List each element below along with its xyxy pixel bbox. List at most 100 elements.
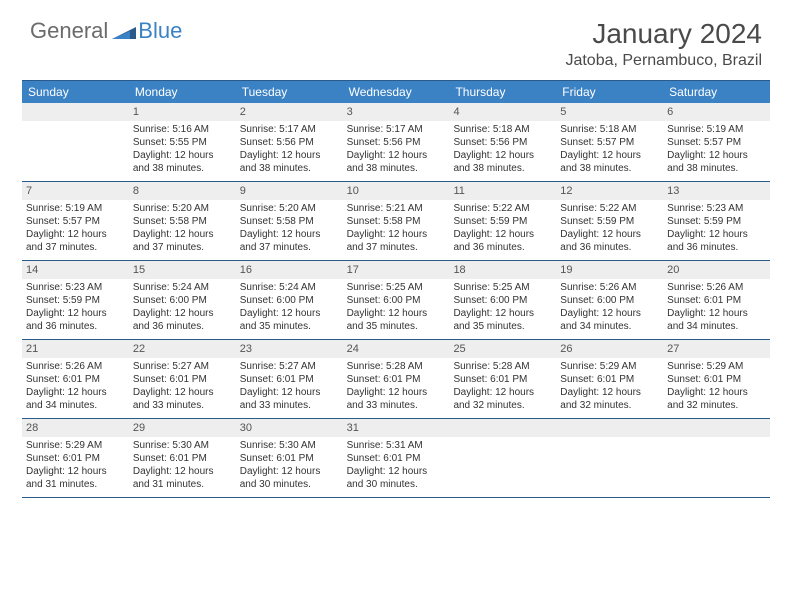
day-cell: 21Sunrise: 5:26 AMSunset: 6:01 PMDayligh… (22, 340, 129, 418)
day-number: . (22, 103, 129, 121)
daylight-text: Daylight: 12 hours and 35 minutes. (240, 307, 339, 333)
day-number: 8 (129, 182, 236, 200)
day-number: 28 (22, 419, 129, 437)
day-header-row: SundayMondayTuesdayWednesdayThursdayFrid… (22, 81, 770, 103)
day-number: 14 (22, 261, 129, 279)
sunrise-text: Sunrise: 5:17 AM (240, 123, 339, 136)
day-number: 13 (663, 182, 770, 200)
daylight-text: Daylight: 12 hours and 38 minutes. (240, 149, 339, 175)
sunrise-text: Sunrise: 5:16 AM (133, 123, 232, 136)
day-cell: 14Sunrise: 5:23 AMSunset: 5:59 PMDayligh… (22, 261, 129, 339)
day-number: 29 (129, 419, 236, 437)
sunrise-text: Sunrise: 5:29 AM (560, 360, 659, 373)
day-content: Sunrise: 5:24 AMSunset: 6:00 PMDaylight:… (236, 279, 343, 337)
day-cell: 15Sunrise: 5:24 AMSunset: 6:00 PMDayligh… (129, 261, 236, 339)
day-number: 25 (449, 340, 556, 358)
sunset-text: Sunset: 6:00 PM (453, 294, 552, 307)
day-header: Friday (556, 81, 663, 103)
daylight-text: Daylight: 12 hours and 31 minutes. (133, 465, 232, 491)
sunrise-text: Sunrise: 5:28 AM (347, 360, 446, 373)
title-block: January 2024 Jatoba, Pernambuco, Brazil (565, 18, 762, 70)
day-content: Sunrise: 5:21 AMSunset: 5:58 PMDaylight:… (343, 200, 450, 258)
week-row: 7Sunrise: 5:19 AMSunset: 5:57 PMDaylight… (22, 182, 770, 261)
day-cell: . (663, 419, 770, 497)
header: General Blue January 2024 Jatoba, Pernam… (0, 0, 792, 74)
sunset-text: Sunset: 6:00 PM (347, 294, 446, 307)
daylight-text: Daylight: 12 hours and 36 minutes. (667, 228, 766, 254)
daylight-text: Daylight: 12 hours and 36 minutes. (133, 307, 232, 333)
daylight-text: Daylight: 12 hours and 30 minutes. (347, 465, 446, 491)
day-cell: 26Sunrise: 5:29 AMSunset: 6:01 PMDayligh… (556, 340, 663, 418)
daylight-text: Daylight: 12 hours and 38 minutes. (453, 149, 552, 175)
sunrise-text: Sunrise: 5:19 AM (26, 202, 125, 215)
day-number: 19 (556, 261, 663, 279)
day-content: Sunrise: 5:20 AMSunset: 5:58 PMDaylight:… (236, 200, 343, 258)
day-header: Saturday (663, 81, 770, 103)
sunset-text: Sunset: 6:01 PM (667, 373, 766, 386)
daylight-text: Daylight: 12 hours and 36 minutes. (26, 307, 125, 333)
day-cell: 29Sunrise: 5:30 AMSunset: 6:01 PMDayligh… (129, 419, 236, 497)
sunset-text: Sunset: 5:58 PM (347, 215, 446, 228)
daylight-text: Daylight: 12 hours and 38 minutes. (347, 149, 446, 175)
sunrise-text: Sunrise: 5:26 AM (667, 281, 766, 294)
day-number: 6 (663, 103, 770, 121)
day-cell: 9Sunrise: 5:20 AMSunset: 5:58 PMDaylight… (236, 182, 343, 260)
day-content: Sunrise: 5:22 AMSunset: 5:59 PMDaylight:… (449, 200, 556, 258)
day-content: Sunrise: 5:17 AMSunset: 5:56 PMDaylight:… (236, 121, 343, 179)
sunset-text: Sunset: 5:59 PM (26, 294, 125, 307)
day-cell: 16Sunrise: 5:24 AMSunset: 6:00 PMDayligh… (236, 261, 343, 339)
day-cell: 18Sunrise: 5:25 AMSunset: 6:00 PMDayligh… (449, 261, 556, 339)
sunset-text: Sunset: 6:01 PM (240, 452, 339, 465)
daylight-text: Daylight: 12 hours and 37 minutes. (240, 228, 339, 254)
sunset-text: Sunset: 5:56 PM (240, 136, 339, 149)
sunrise-text: Sunrise: 5:30 AM (133, 439, 232, 452)
day-number: 9 (236, 182, 343, 200)
sunset-text: Sunset: 6:01 PM (347, 373, 446, 386)
day-cell: 3Sunrise: 5:17 AMSunset: 5:56 PMDaylight… (343, 103, 450, 181)
sunrise-text: Sunrise: 5:20 AM (240, 202, 339, 215)
day-cell: 7Sunrise: 5:19 AMSunset: 5:57 PMDaylight… (22, 182, 129, 260)
daylight-text: Daylight: 12 hours and 34 minutes. (667, 307, 766, 333)
day-number: 22 (129, 340, 236, 358)
sunrise-text: Sunrise: 5:25 AM (453, 281, 552, 294)
sunset-text: Sunset: 5:56 PM (347, 136, 446, 149)
day-number: 16 (236, 261, 343, 279)
sunrise-text: Sunrise: 5:21 AM (347, 202, 446, 215)
day-content: Sunrise: 5:20 AMSunset: 5:58 PMDaylight:… (129, 200, 236, 258)
daylight-text: Daylight: 12 hours and 32 minutes. (560, 386, 659, 412)
daylight-text: Daylight: 12 hours and 30 minutes. (240, 465, 339, 491)
day-cell: 24Sunrise: 5:28 AMSunset: 6:01 PMDayligh… (343, 340, 450, 418)
day-number: 11 (449, 182, 556, 200)
sunrise-text: Sunrise: 5:26 AM (26, 360, 125, 373)
sunrise-text: Sunrise: 5:22 AM (453, 202, 552, 215)
day-content: Sunrise: 5:18 AMSunset: 5:56 PMDaylight:… (449, 121, 556, 179)
sunrise-text: Sunrise: 5:29 AM (26, 439, 125, 452)
daylight-text: Daylight: 12 hours and 31 minutes. (26, 465, 125, 491)
day-content: Sunrise: 5:25 AMSunset: 6:00 PMDaylight:… (449, 279, 556, 337)
sunset-text: Sunset: 6:01 PM (240, 373, 339, 386)
sunrise-text: Sunrise: 5:22 AM (560, 202, 659, 215)
day-content: Sunrise: 5:27 AMSunset: 6:01 PMDaylight:… (129, 358, 236, 416)
day-cell: . (449, 419, 556, 497)
day-content: Sunrise: 5:25 AMSunset: 6:00 PMDaylight:… (343, 279, 450, 337)
day-number: 31 (343, 419, 450, 437)
sunrise-text: Sunrise: 5:31 AM (347, 439, 446, 452)
day-cell: 25Sunrise: 5:28 AMSunset: 6:01 PMDayligh… (449, 340, 556, 418)
sunrise-text: Sunrise: 5:24 AM (133, 281, 232, 294)
day-cell: 6Sunrise: 5:19 AMSunset: 5:57 PMDaylight… (663, 103, 770, 181)
day-cell: 17Sunrise: 5:25 AMSunset: 6:00 PMDayligh… (343, 261, 450, 339)
sunrise-text: Sunrise: 5:27 AM (240, 360, 339, 373)
day-content: Sunrise: 5:23 AMSunset: 5:59 PMDaylight:… (663, 200, 770, 258)
day-number: 1 (129, 103, 236, 121)
day-number: 17 (343, 261, 450, 279)
day-content: Sunrise: 5:19 AMSunset: 5:57 PMDaylight:… (22, 200, 129, 258)
day-content: Sunrise: 5:30 AMSunset: 6:01 PMDaylight:… (236, 437, 343, 495)
daylight-text: Daylight: 12 hours and 38 minutes. (560, 149, 659, 175)
sunrise-text: Sunrise: 5:29 AM (667, 360, 766, 373)
day-number: . (449, 419, 556, 437)
sunset-text: Sunset: 5:57 PM (26, 215, 125, 228)
sunset-text: Sunset: 6:00 PM (240, 294, 339, 307)
day-content: Sunrise: 5:26 AMSunset: 6:01 PMDaylight:… (22, 358, 129, 416)
week-row: 28Sunrise: 5:29 AMSunset: 6:01 PMDayligh… (22, 419, 770, 498)
day-cell: 12Sunrise: 5:22 AMSunset: 5:59 PMDayligh… (556, 182, 663, 260)
